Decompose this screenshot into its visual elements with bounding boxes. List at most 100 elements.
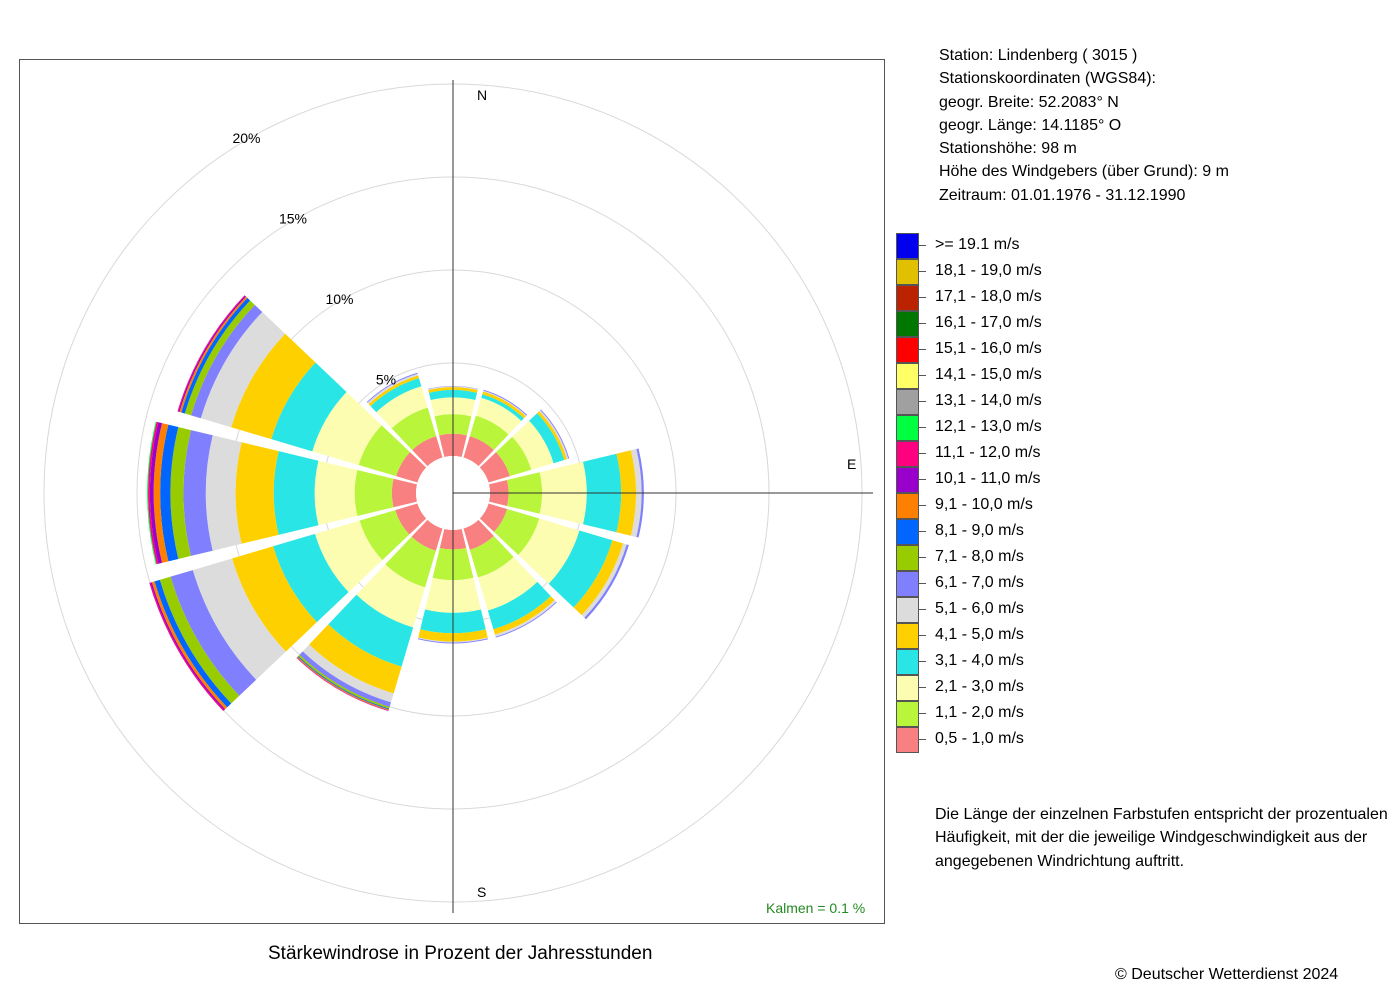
legend-swatch: [896, 467, 919, 493]
chart-title: Stärkewindrose in Prozent der Jahresstun…: [268, 943, 653, 964]
sector-240-band-4: [232, 546, 317, 652]
sector-0-band-5: [428, 386, 478, 391]
legend-swatch: [896, 701, 919, 727]
legend-label: 4,1 - 5,0 m/s: [935, 626, 1024, 643]
legend-label: 1,1 - 2,0 m/s: [935, 704, 1024, 721]
legend-tick: [919, 375, 926, 376]
sector-300-band-8: [181, 297, 251, 414]
legend-tick: [919, 297, 926, 298]
sector-60-band-1: [496, 436, 532, 477]
sector-210-band-5: [302, 644, 394, 703]
legend-item: 11,1 - 12,0 m/s: [896, 441, 1096, 467]
sector-270-band-9: [153, 423, 169, 563]
legend-label: 17,1 - 18,0 m/s: [935, 288, 1042, 305]
legend-swatch: [896, 493, 919, 519]
legend-item: 1,1 - 2,0 m/s: [896, 701, 1096, 727]
sector-240-band-8: [154, 579, 232, 708]
legend-item: >= 19.1 m/s: [896, 233, 1096, 259]
legend-swatch: [896, 363, 919, 389]
sector-270-band-5: [205, 435, 242, 551]
period: Zeitraum: 01.01.1976 - 31.12.1990: [939, 186, 1186, 204]
legend-item: 15,1 - 16,0 m/s: [896, 337, 1096, 363]
sector-0-band-6: [427, 385, 479, 390]
sector-150: [463, 519, 557, 638]
station-name: Station: Lindenberg ( 3015 ): [939, 47, 1138, 64]
sector-60-band-5: [539, 410, 569, 460]
legend-tick: [919, 635, 926, 636]
legend-item: 17,1 - 18,0 m/s: [896, 285, 1096, 311]
sector-270-band-8: [160, 424, 179, 562]
sector-150-band-3: [487, 581, 551, 630]
station-elevation: Stationshöhe: 98 m: [939, 140, 1077, 158]
legend-swatch: [896, 311, 919, 337]
legend-tick: [919, 323, 926, 324]
sector-270-band-11: [148, 421, 159, 565]
calm-label: Kalmen = 0.1 %: [766, 900, 865, 916]
legend-item: 16,1 - 17,0 m/s: [896, 311, 1096, 337]
sector-210-band-4: [309, 624, 402, 694]
sector-150-band-2: [478, 556, 538, 611]
sector-150-band-1: [469, 536, 514, 578]
legend-item: 3,1 - 4,0 m/s: [896, 649, 1096, 675]
sector-30: [463, 389, 528, 467]
sector-270: [147, 421, 418, 565]
legend-item: 2,1 - 3,0 m/s: [896, 675, 1096, 701]
legend-tick: [919, 349, 926, 350]
sector-300-band-1: [358, 425, 410, 477]
sector-270-band-12: [147, 421, 157, 565]
legend-label: 0,5 - 1,0 m/s: [935, 730, 1024, 747]
legend-label: 10,1 - 11,0 m/s: [935, 470, 1041, 487]
compass-label-north: N: [477, 87, 487, 103]
legend-swatch: [896, 259, 919, 285]
sector-300-band-5: [200, 311, 286, 428]
legend-item: 0,5 - 1,0 m/s: [896, 727, 1096, 753]
sector-120-band-5: [581, 543, 627, 618]
legend-tick: [919, 427, 926, 428]
wind-rose-svg: N E S Kalmen = 0.1 % 5% 10% 15% 20%: [43, 80, 873, 916]
legend-tick: [919, 479, 926, 480]
legend-swatch: [896, 597, 919, 623]
legend-label: 11,1 - 12,0 m/s: [935, 444, 1041, 461]
sector-180-band-5: [418, 637, 488, 643]
sector-270-band-10: [150, 422, 163, 564]
sector-300-band-3: [271, 362, 347, 452]
legend-item: 6,1 - 7,0 m/s: [896, 571, 1096, 597]
sector-270-band-7: [170, 427, 191, 559]
legend-swatch: [896, 441, 919, 467]
sector-300-band-4: [231, 333, 316, 440]
sector-120-band-4: [573, 540, 624, 616]
sector-270-band-1: [354, 470, 394, 516]
legend-label: 13,1 - 14,0 m/s: [935, 392, 1042, 409]
sector-90-band-6: [636, 448, 644, 538]
sector-240-band-5: [192, 558, 286, 680]
legend-label: 16,1 - 17,0 m/s: [935, 314, 1042, 331]
sector-0-band-4: [428, 387, 478, 393]
sector-60: [479, 409, 570, 483]
legend-label: 6,1 - 7,0 m/s: [935, 574, 1024, 591]
ring-label-15: 15%: [279, 210, 307, 226]
sector-60-band-2: [512, 420, 554, 470]
sector-120-band-2: [518, 518, 580, 584]
legend-tick: [919, 687, 926, 688]
sector-120-band-0: [479, 503, 508, 532]
legend-label: 18,1 - 19,0 m/s: [935, 262, 1042, 279]
sector-150-band-4: [493, 596, 555, 635]
legend-tick: [919, 583, 926, 584]
legend-swatch: [896, 519, 919, 545]
copyright: © Deutscher Wetterdienst 2024: [1115, 966, 1339, 983]
legend-swatch: [896, 675, 919, 701]
legend-label: 2,1 - 3,0 m/s: [935, 678, 1024, 695]
legend-tick: [919, 609, 926, 610]
legend-tick: [919, 531, 926, 532]
sector-330-band-1: [391, 407, 437, 450]
ring-label-20: 20%: [232, 130, 260, 146]
legend-swatch: [896, 337, 919, 363]
explanation-text: Die Länge der einzelnen Farbstufen entsp…: [935, 806, 1388, 870]
legend-label: 14,1 - 15,0 m/s: [935, 366, 1042, 383]
legend-label: 9,1 - 10,0 m/s: [935, 496, 1033, 513]
legend-swatch: [896, 389, 919, 415]
sector-330-band-3: [370, 378, 422, 413]
sector-300-band-0: [396, 452, 427, 483]
sector-240-band-0: [395, 503, 427, 535]
legend-label: 12,1 - 13,0 m/s: [935, 418, 1042, 435]
